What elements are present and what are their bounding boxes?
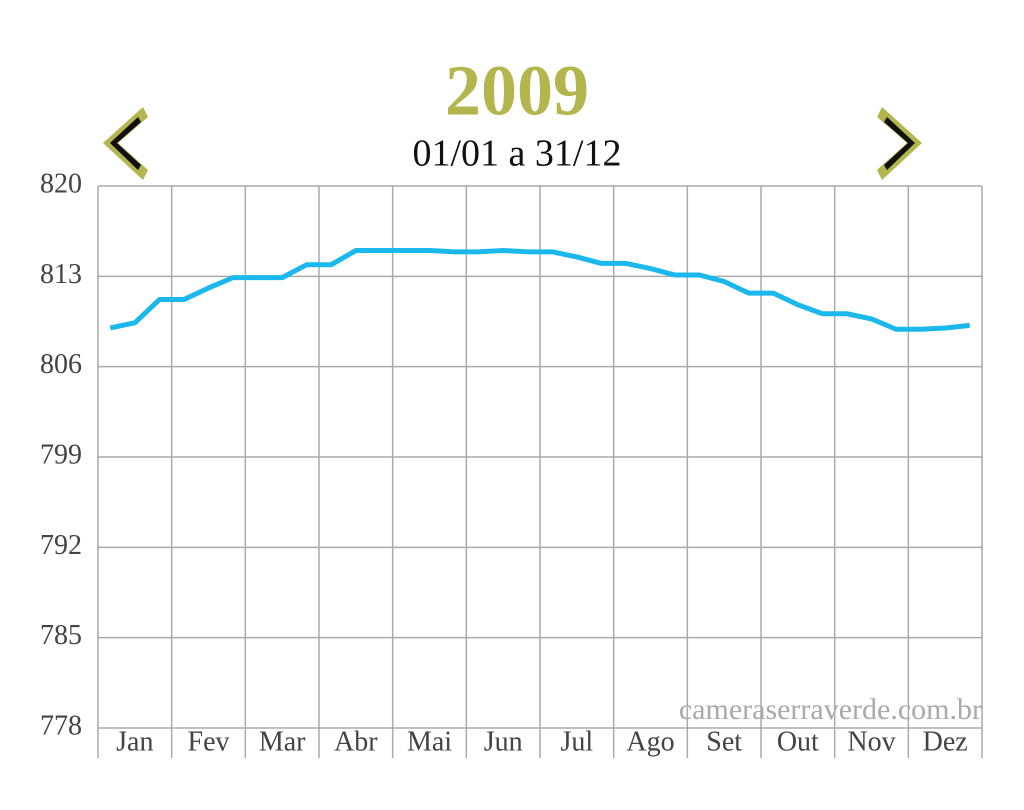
x-tick-label: Jan <box>116 726 153 757</box>
y-tick-label: 785 <box>40 620 82 651</box>
y-tick-label: 813 <box>40 259 82 290</box>
x-tick-label: Ago <box>626 726 674 757</box>
x-tick-label: Nov <box>847 726 895 757</box>
x-tick-label: Fev <box>188 726 230 757</box>
watermark: cameraserraverde.com.br <box>679 693 982 726</box>
y-tick-label: 806 <box>40 349 82 380</box>
y-tick-label: 778 <box>40 710 82 741</box>
arrow-inner <box>110 117 141 170</box>
arrow-shape <box>103 107 148 180</box>
y-tick-label: 799 <box>40 439 82 470</box>
x-tick-label: Set <box>706 726 742 757</box>
y-tick-label: 820 <box>40 168 82 199</box>
x-tick-label: Out <box>777 726 819 757</box>
x-tick-label: Mai <box>407 726 452 757</box>
arrow-shape <box>877 107 922 180</box>
y-tick-label: 792 <box>40 530 82 561</box>
x-tick-label: Dez <box>923 726 968 757</box>
chart-subtitle: 01/01 a 31/12 <box>413 133 622 175</box>
chart-title: 2009 <box>445 51 589 131</box>
x-tick-label: Abr <box>334 726 378 757</box>
x-tick-label: Jul <box>560 726 593 757</box>
data-line <box>109 248 970 332</box>
next-arrow[interactable] <box>877 107 922 180</box>
x-tick-label: Mar <box>259 726 306 757</box>
prev-arrow[interactable] <box>103 107 148 180</box>
x-tick-label: Jun <box>484 726 523 757</box>
arrow-inner <box>884 117 915 170</box>
